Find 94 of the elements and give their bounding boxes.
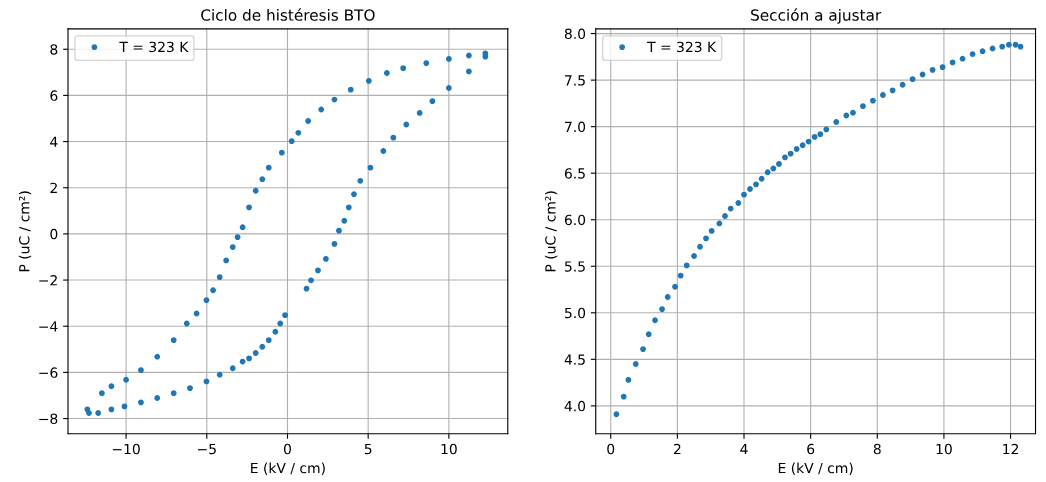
legend-label: T = 323 K — [119, 41, 189, 53]
x-tick-label: 2 — [673, 443, 681, 455]
point — [969, 51, 976, 57]
y-tick-label: 4.0 — [564, 400, 586, 412]
point — [716, 220, 723, 227]
y-tick-label: 6 — [50, 90, 58, 101]
y-tick-label: 8 — [50, 44, 58, 55]
point — [870, 97, 876, 104]
x-axis-title: E (kV / cm) — [778, 462, 853, 475]
point — [805, 138, 812, 145]
point — [919, 71, 926, 78]
point — [949, 59, 956, 66]
y-tick-label: 4.5 — [564, 354, 585, 365]
point — [620, 393, 627, 400]
point — [645, 331, 652, 338]
point — [979, 48, 986, 55]
point — [833, 119, 840, 125]
y-tick-label: 7.0 — [565, 121, 586, 133]
point — [959, 55, 966, 62]
point — [753, 181, 759, 188]
point — [747, 186, 753, 192]
y-tick-label: 4 — [50, 136, 58, 147]
point — [899, 81, 906, 88]
point — [664, 294, 671, 300]
point — [1012, 41, 1019, 48]
chart-title: Ciclo de histéresis BTO — [201, 8, 375, 21]
x-tick-label: −10 — [112, 443, 140, 455]
point — [989, 45, 996, 52]
x-axis-title: E (kV / cm) — [251, 462, 325, 475]
x-tick-label: 10 — [441, 443, 457, 455]
point — [793, 146, 800, 152]
point — [999, 43, 1006, 50]
point — [703, 235, 709, 242]
y-axis-title: P (uC / cm²) — [18, 191, 32, 272]
point — [722, 213, 728, 219]
point — [632, 361, 639, 367]
y-tick-label: −4 — [39, 321, 58, 332]
point — [672, 283, 678, 290]
point — [640, 346, 646, 353]
point — [850, 109, 856, 116]
point — [697, 243, 703, 250]
point — [1005, 41, 1012, 48]
point — [741, 191, 747, 198]
point — [727, 205, 734, 212]
point — [770, 165, 777, 172]
point — [708, 227, 715, 234]
point — [823, 126, 830, 133]
x-tick-label: −5 — [198, 443, 216, 455]
point — [1017, 43, 1024, 50]
y-tick-label: 5.5 — [565, 261, 585, 272]
point — [776, 160, 782, 167]
y-tick-label: 5.0 — [565, 307, 586, 319]
x-tick-label: 10 — [936, 443, 952, 455]
point — [758, 175, 765, 182]
point — [683, 262, 690, 269]
point — [843, 112, 850, 119]
legend-label: T = 323 K — [647, 41, 717, 53]
y-tick-label: 0 — [50, 228, 58, 240]
point — [880, 92, 886, 98]
x-tick-label: 5 — [364, 443, 372, 455]
point — [764, 169, 771, 176]
y-tick-label: 2 — [50, 182, 57, 194]
x-tick-label: 4 — [740, 443, 748, 455]
x-tick-label: 0 — [607, 443, 615, 455]
point — [652, 317, 658, 324]
point — [817, 131, 824, 138]
point — [799, 142, 806, 149]
point — [939, 64, 946, 70]
y-tick-label: 6.5 — [564, 168, 585, 179]
chart-title: Sección a ajustar — [751, 8, 882, 24]
point — [811, 133, 818, 140]
point — [625, 376, 632, 383]
x-tick-label: 6 — [807, 443, 815, 455]
point — [677, 272, 684, 279]
point — [860, 103, 866, 110]
y-tick-label: 7.5 — [565, 75, 585, 86]
point — [909, 76, 916, 83]
x-tick-label: 8 — [873, 443, 881, 455]
point — [787, 150, 794, 157]
x-tick-label: 12 — [1003, 443, 1018, 455]
y-tick-label: 8.0 — [564, 28, 586, 40]
y-tick-label: −2 — [39, 275, 57, 286]
point — [691, 253, 697, 259]
point — [613, 411, 620, 418]
point — [659, 306, 665, 312]
y-tick-label: 6.0 — [564, 214, 586, 226]
y-tick-label: −8 — [39, 413, 58, 425]
point — [889, 87, 896, 94]
point — [782, 154, 788, 161]
point — [929, 66, 936, 73]
point — [735, 200, 742, 206]
y-tick-label: −6 — [39, 367, 58, 378]
x-tick-label: 0 — [283, 443, 291, 455]
y-axis-title: P (uC / cm²) — [544, 191, 558, 272]
